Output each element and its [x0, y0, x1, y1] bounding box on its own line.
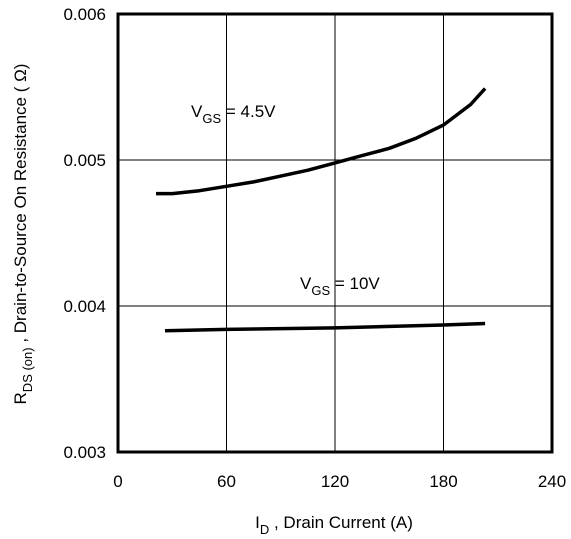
- series-label-vgs-10v: VGS = 10V: [300, 274, 380, 298]
- series-line-vgs-10v: [164, 321, 486, 333]
- y-tick-label: 0.005: [63, 151, 106, 170]
- series-label-rest: = 4.5V: [221, 102, 276, 121]
- x-tick-label: 180: [429, 472, 457, 491]
- series-label-rest: = 10V: [330, 274, 380, 293]
- y-axis-label-main: R: [11, 392, 30, 404]
- y-tick-label: 0.006: [63, 5, 106, 24]
- y-axis-label-sub: DS (on): [20, 347, 35, 392]
- x-axis-label-rest: , Drain Current (A): [269, 513, 413, 532]
- x-tick-label: 60: [217, 472, 236, 491]
- x-axis-label-sub: D: [260, 522, 269, 537]
- x-axis-label-main: I: [255, 513, 260, 532]
- series-label-vgs-4-5v: VGS = 4.5V: [191, 102, 276, 126]
- series-label-sub: GS: [202, 111, 221, 126]
- x-tick-label: 240: [538, 472, 566, 491]
- series-line-vgs-4-5v: [156, 87, 487, 196]
- y-axis-label: RDS (on) , Drain-to-Source On Resistance…: [11, 64, 35, 405]
- series-label-main: V: [300, 274, 312, 293]
- series-lines: [156, 87, 487, 333]
- grid-lines: [118, 14, 552, 452]
- y-tick-labels: 0.003 0.004 0.005 0.006: [63, 5, 106, 462]
- y-tick-label: 0.003: [63, 443, 106, 462]
- plot-frame: [116, 12, 554, 454]
- y-tick-label: 0.004: [63, 297, 106, 316]
- series-label-sub: GS: [311, 283, 330, 298]
- x-axis-label: ID , Drain Current (A): [255, 513, 413, 537]
- x-tick-label: 120: [321, 472, 349, 491]
- x-tick-label: 0: [113, 472, 122, 491]
- x-tick-labels: 0 60 120 180 240: [113, 472, 566, 491]
- y-axis-label-rest: , Drain-to-Source On Resistance ( Ω): [11, 64, 30, 348]
- series-label-main: V: [191, 102, 203, 121]
